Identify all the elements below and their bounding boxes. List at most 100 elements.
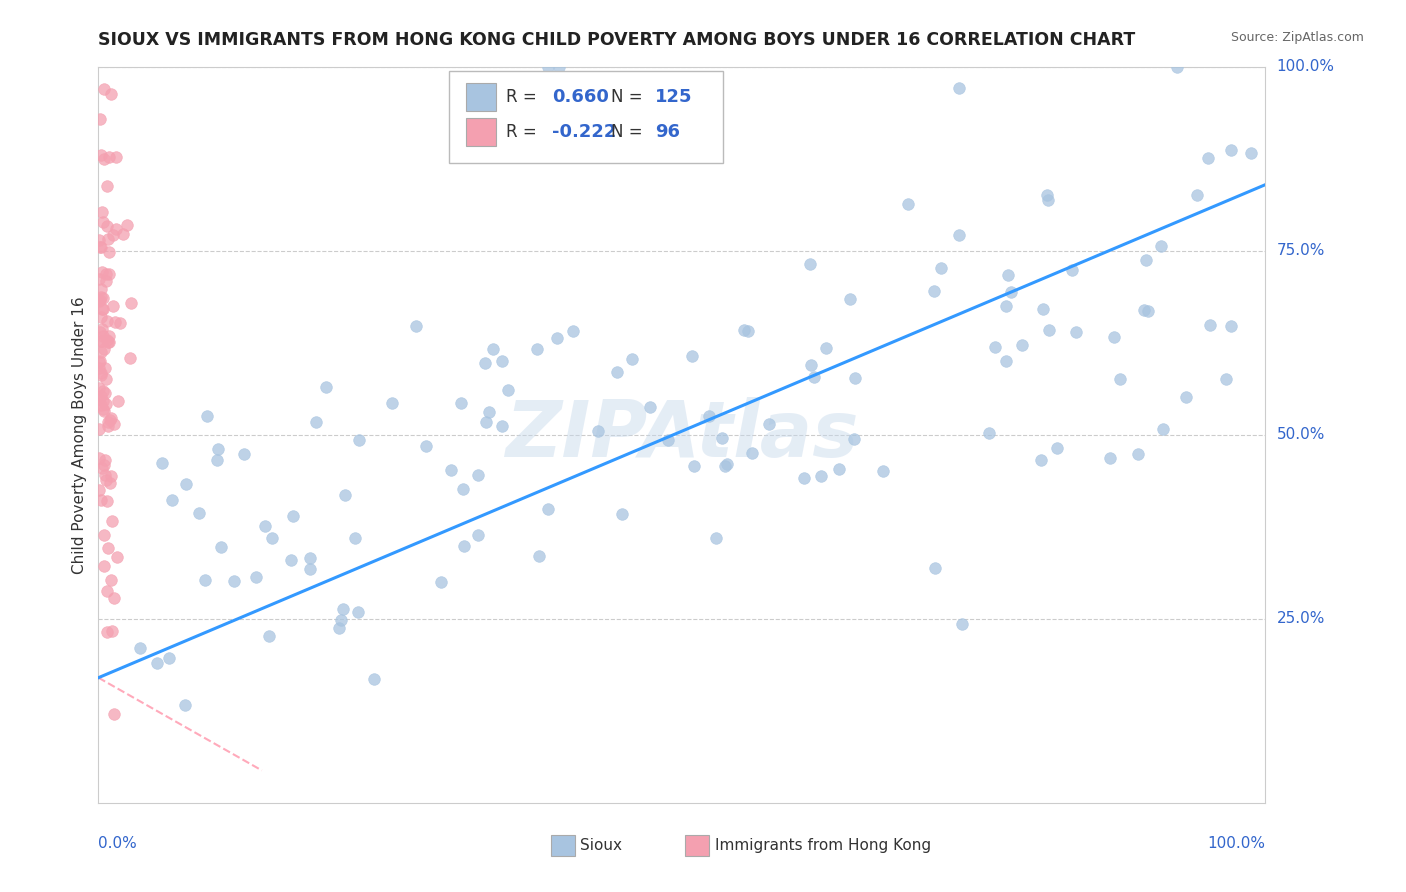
Point	[207, 452, 229, 467]
Point	[280, 553, 302, 567]
Point	[1000, 285, 1022, 299]
Point	[100, 87, 122, 102]
Point	[97, 232, 120, 246]
Point	[90, 282, 112, 296]
Text: ZIPAtlas: ZIPAtlas	[505, 397, 859, 473]
Text: N =: N =	[610, 123, 648, 141]
Point	[815, 341, 838, 355]
Text: 25.0%: 25.0%	[1277, 611, 1324, 626]
Point	[98, 413, 121, 427]
Point	[103, 591, 125, 606]
Point	[1220, 143, 1243, 157]
Point	[478, 405, 501, 419]
Point	[157, 651, 180, 665]
FancyBboxPatch shape	[449, 70, 723, 162]
Point	[104, 315, 127, 329]
Point	[93, 291, 115, 305]
Point	[995, 299, 1018, 313]
Point	[305, 415, 328, 429]
Point	[105, 222, 128, 236]
Point	[330, 613, 353, 627]
Point	[842, 432, 865, 446]
Point	[93, 404, 115, 418]
Point	[924, 561, 946, 575]
Point	[96, 494, 118, 508]
Point	[897, 197, 920, 211]
Point	[101, 299, 124, 313]
Point	[1150, 238, 1173, 252]
Point	[405, 319, 427, 334]
Point	[194, 573, 217, 587]
Point	[977, 426, 1000, 441]
Text: 100.0%: 100.0%	[1208, 836, 1265, 851]
Point	[93, 458, 115, 473]
Point	[97, 150, 120, 164]
Text: 0.0%: 0.0%	[98, 836, 138, 851]
Point	[711, 431, 734, 445]
Point	[333, 487, 356, 501]
Point	[299, 561, 322, 575]
Point	[620, 351, 643, 366]
FancyBboxPatch shape	[465, 118, 496, 145]
Point	[89, 381, 111, 395]
Point	[89, 354, 111, 368]
Point	[475, 415, 498, 429]
Point	[91, 321, 114, 335]
Point	[98, 268, 121, 282]
Point	[1239, 146, 1261, 161]
Point	[89, 240, 111, 254]
Point	[89, 233, 111, 247]
Point	[97, 415, 120, 429]
Point	[128, 641, 150, 656]
Point	[440, 463, 463, 477]
Point	[93, 452, 115, 467]
Point	[103, 417, 125, 432]
Point	[1038, 323, 1060, 337]
Text: 96: 96	[655, 123, 681, 141]
Point	[90, 334, 112, 349]
Point	[737, 324, 759, 338]
Point	[93, 342, 115, 356]
Point	[94, 267, 117, 281]
Point	[922, 284, 945, 298]
Text: -0.222: -0.222	[553, 123, 617, 141]
Point	[803, 370, 825, 384]
Point	[145, 656, 167, 670]
Point	[344, 531, 367, 545]
Point	[450, 396, 472, 410]
Point	[97, 245, 120, 260]
Point	[1135, 252, 1157, 267]
Point	[150, 457, 173, 471]
Point	[1060, 263, 1083, 277]
Point	[281, 509, 304, 524]
Point	[97, 335, 120, 350]
Point	[638, 400, 661, 414]
Point	[89, 112, 111, 126]
Point	[1011, 338, 1033, 352]
Point	[174, 477, 197, 491]
Point	[1032, 301, 1054, 316]
Text: 75.0%: 75.0%	[1277, 244, 1324, 259]
Point	[1045, 441, 1067, 455]
Point	[1064, 325, 1087, 339]
Point	[120, 351, 142, 365]
Point	[90, 147, 112, 161]
Point	[87, 361, 110, 376]
Point	[207, 442, 229, 456]
Point	[349, 433, 371, 447]
FancyBboxPatch shape	[551, 835, 575, 855]
Point	[529, 549, 551, 563]
Point	[115, 218, 138, 232]
Point	[332, 602, 354, 616]
Point	[97, 418, 120, 433]
Point	[1197, 151, 1219, 165]
Point	[90, 492, 112, 507]
Point	[995, 353, 1018, 368]
Point	[90, 366, 112, 380]
Point	[1215, 372, 1237, 386]
Point	[381, 395, 404, 409]
Point	[758, 417, 780, 431]
Point	[415, 439, 437, 453]
Point	[103, 707, 125, 722]
Point	[96, 334, 118, 348]
